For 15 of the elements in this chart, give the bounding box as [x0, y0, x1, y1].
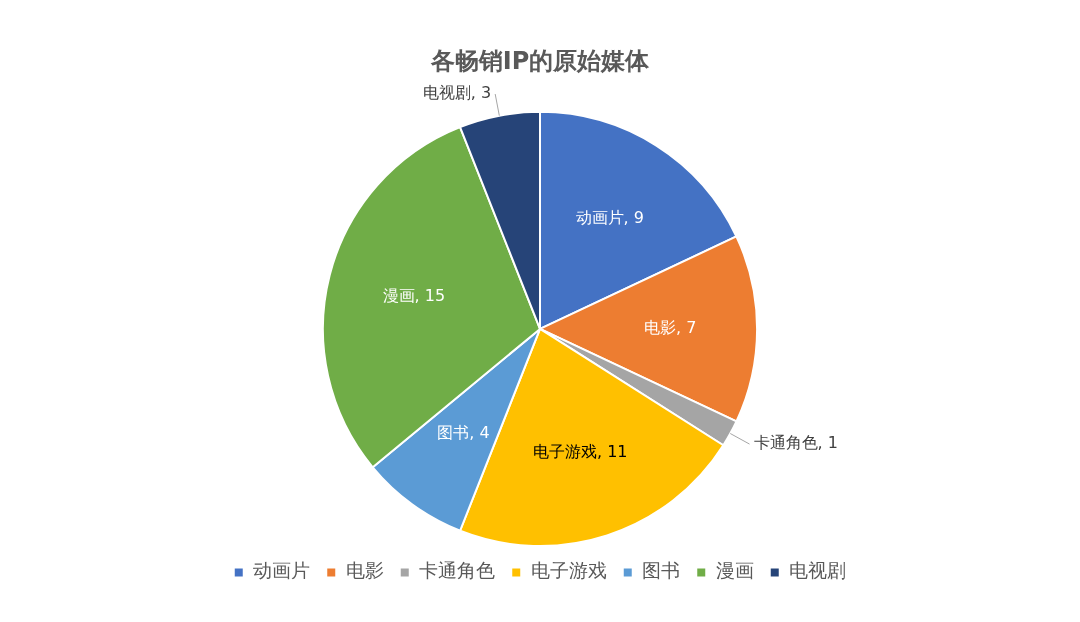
legend-label: 电子游戏 [530, 559, 607, 582]
legend-label: 卡通角色 [419, 559, 496, 582]
data-label: 卡通角色, 1 [753, 433, 838, 453]
legend-label: 动画片 [253, 559, 311, 582]
data-label: 漫画, 15 [382, 285, 446, 305]
data-label: 图书, 4 [437, 423, 490, 443]
data-label: 电子游戏, 11 [532, 441, 628, 461]
chart-title: 各畅销IP的原始媒体 [429, 46, 651, 75]
legend-label: 电影 [345, 559, 384, 582]
legend-label: 图书 [642, 559, 681, 582]
data-label: 电视剧, 3 [422, 83, 492, 103]
legend-label: 电视剧 [789, 559, 847, 582]
data-label: 电影, 7 [644, 318, 697, 338]
data-label: 动画片, 9 [575, 208, 644, 228]
legend-label: 漫画 [715, 559, 754, 582]
